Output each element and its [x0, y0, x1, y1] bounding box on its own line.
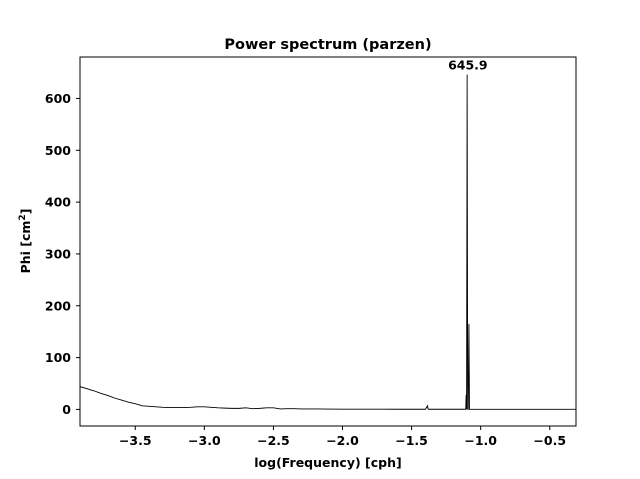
x-axis-label: log(Frequency) [cph]: [254, 455, 401, 470]
x-tick-label: −3.0: [188, 433, 221, 448]
plot-frame: [79, 56, 577, 427]
series-line-1: [80, 74, 576, 410]
x-tick-label: −0.5: [533, 433, 566, 448]
y-axis-label-superscript: 2: [18, 214, 28, 220]
y-tick-label: 500: [45, 143, 71, 158]
x-tick-label: −2.5: [257, 433, 290, 448]
y-axis-label-end: ]: [18, 209, 33, 215]
y-axis-label: Phi [cm2]: [18, 209, 33, 274]
y-axis-label-main: Phi [cm: [18, 221, 33, 274]
y-tick-label: 300: [45, 246, 71, 261]
y-tick-label: 400: [45, 195, 71, 210]
chart-title: Power spectrum (parzen): [224, 37, 431, 53]
peak-annotation: 645.9: [448, 58, 488, 73]
x-tick-label: −1.0: [464, 433, 497, 448]
x-tick-label: −3.5: [119, 433, 152, 448]
y-tick-label: 600: [45, 91, 71, 106]
y-tick-label: 100: [45, 350, 71, 365]
y-tick-label: 200: [45, 298, 71, 313]
y-tick-label: 0: [62, 402, 71, 417]
x-tick-label: −2.0: [326, 433, 359, 448]
x-tick-label: −1.5: [395, 433, 428, 448]
